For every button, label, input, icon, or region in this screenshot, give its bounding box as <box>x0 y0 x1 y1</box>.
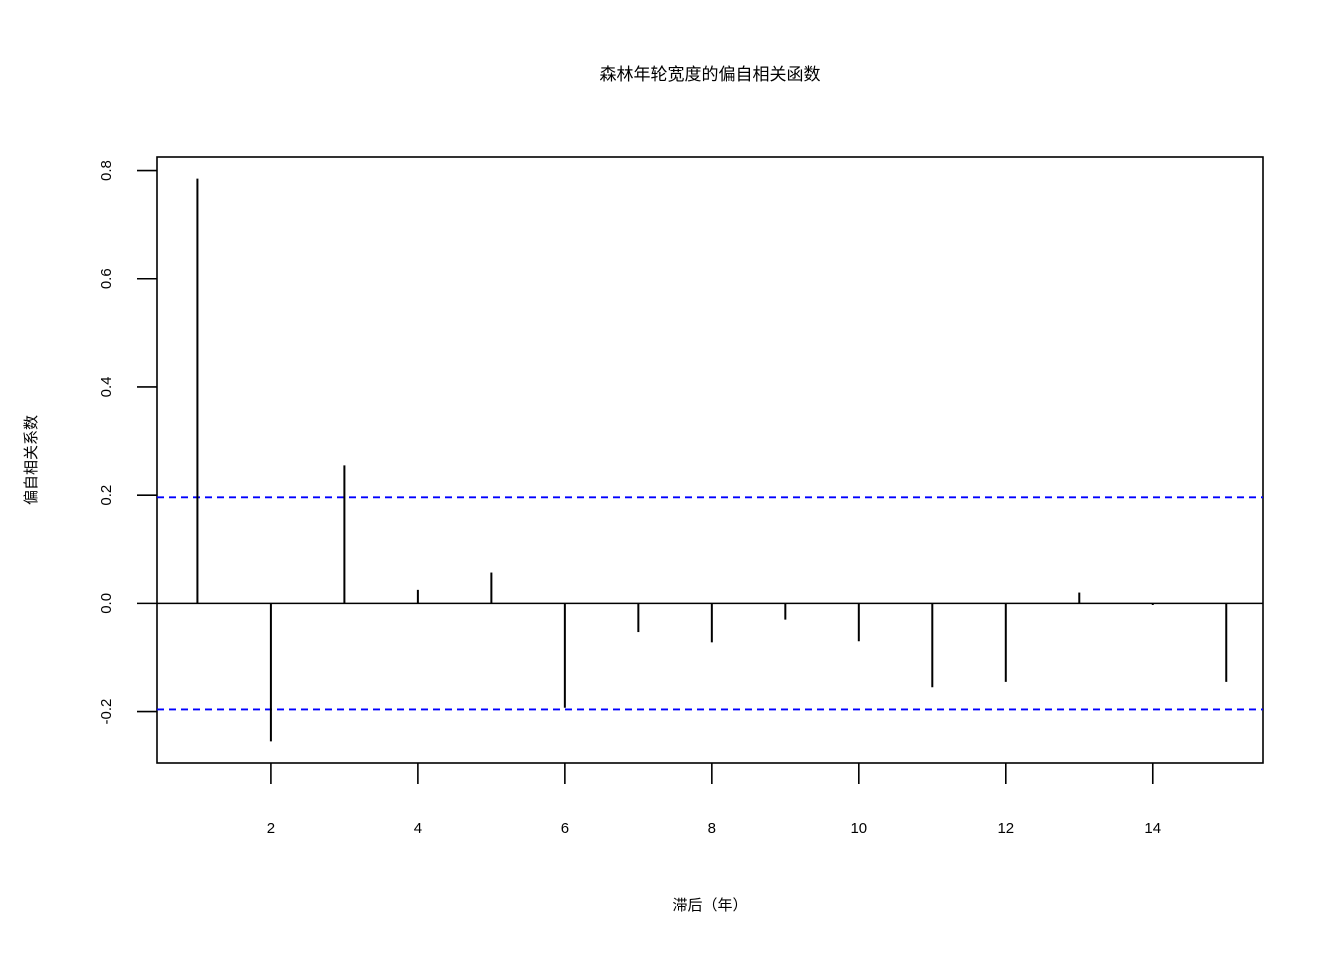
y-tick-label: -0.2 <box>98 699 115 725</box>
chart-marks: 2 4 6 8 10 12 14 -0.2 0.0 0.2 0.4 0.6 0.8 <box>98 160 1263 837</box>
x-tick-label: 4 <box>414 820 422 837</box>
y-axis-label: 偏自相关系数 <box>22 415 40 505</box>
y-tick-label: 0.4 <box>98 377 115 398</box>
chart-title: 森林年轮宽度的偏自相关函数 <box>600 65 821 85</box>
x-axis-label: 滞后（年） <box>672 896 747 914</box>
plot-frame <box>156 156 1264 764</box>
x-tick-label: 12 <box>997 820 1014 837</box>
y-tick-label: 0.6 <box>98 268 115 289</box>
y-tick-label: 0.0 <box>98 593 115 614</box>
x-tick-label: 2 <box>267 820 275 837</box>
y-tick-label: 0.8 <box>98 160 115 181</box>
x-tick-label: 6 <box>561 820 569 837</box>
x-tick-label: 14 <box>1144 820 1161 837</box>
x-tick-label: 8 <box>708 820 716 837</box>
x-tick-label: 10 <box>850 820 867 837</box>
y-tick-label: 0.2 <box>98 485 115 506</box>
